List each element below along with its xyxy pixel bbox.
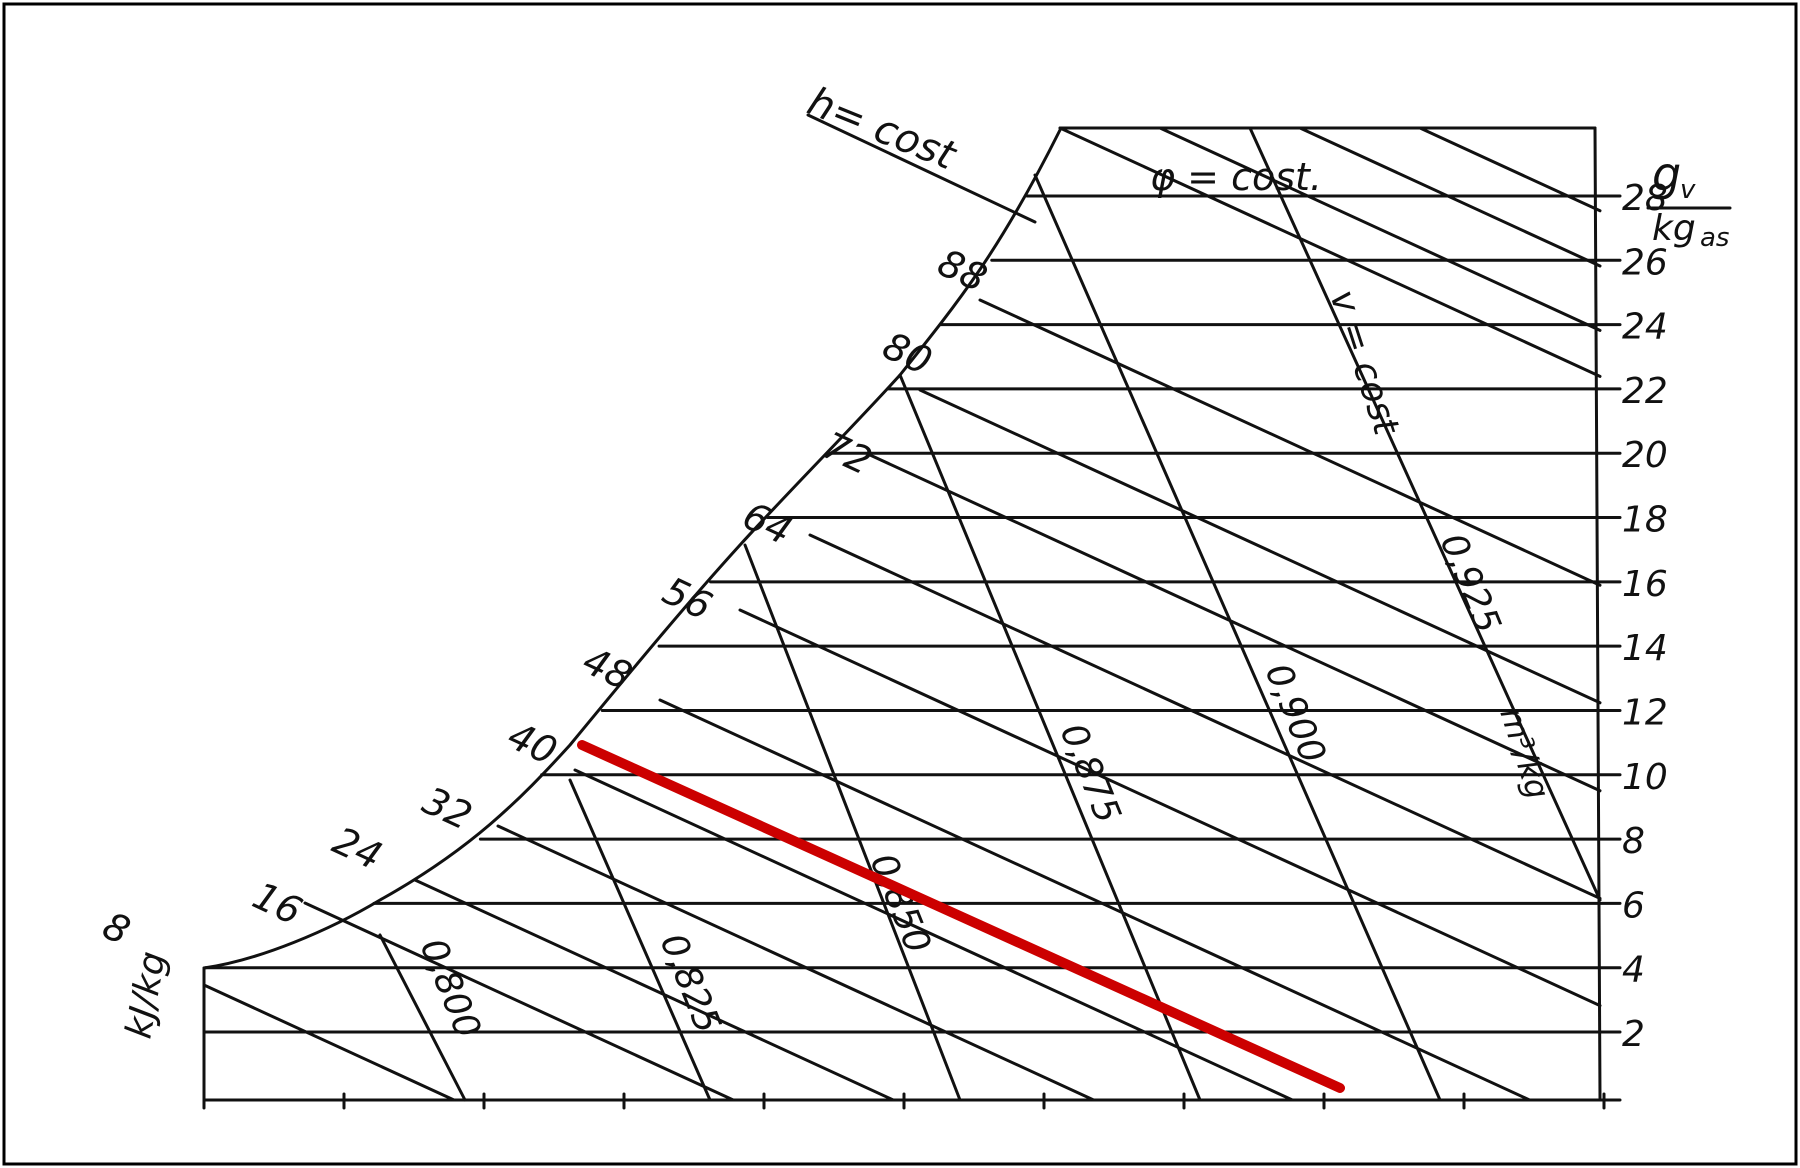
humidity-value-label: 6 [1622, 885, 1645, 926]
enthalpy-line [868, 453, 1602, 793]
enthalpy-line [1058, 126, 1602, 378]
enthalpy-line [573, 768, 1294, 1102]
enthalpy-value-label: 24 [326, 818, 388, 878]
saturation-curve [202, 128, 1062, 970]
enthalpy-guide-line [806, 113, 1037, 224]
volume-value-label: 0,825 [652, 928, 729, 1039]
volume-line [378, 933, 467, 1102]
humidity-value-label: 28 [1622, 178, 1668, 219]
volume-line [1033, 173, 1442, 1102]
humidity-value-label: 10 [1622, 757, 1668, 798]
enthalpy-line [413, 878, 895, 1102]
volume-lines [378, 126, 1602, 1102]
enthalpy-unit: kJ/kg [118, 948, 174, 1041]
enthalpy-line [202, 983, 456, 1102]
volume-value-label: 0,800 [412, 933, 489, 1044]
volume-unit: m³/kg [1492, 703, 1557, 804]
temperature-axis-ticks [202, 1092, 1606, 1110]
humidity-lines [202, 194, 1622, 1034]
enthalpy-value-label: 16 [246, 873, 308, 933]
enthalpy-const-label: h= cost [801, 79, 963, 180]
enthalpy-line [303, 901, 735, 1102]
enthalpy-value-label: 72 [816, 423, 878, 483]
enthalpy-line [918, 388, 1602, 705]
humidity-unit-num-sub: v [1680, 175, 1696, 205]
humidity-value-label: 2 [1622, 1014, 1645, 1055]
enthalpy-line [1298, 126, 1602, 268]
humidity-unit-num: g [1652, 147, 1681, 201]
humidity-value-label: 16 [1622, 564, 1668, 605]
enthalpy-line [1418, 126, 1602, 213]
relhum-const-label: φ = cost. [1150, 155, 1322, 199]
enthalpy-value-label: 88 [931, 240, 993, 300]
enthalpy-lines [202, 126, 1602, 1102]
humidity-unit: g v kg as [1646, 147, 1732, 253]
chart-right-edge [1593, 126, 1602, 1100]
volume-value-label: 0,925 [1432, 528, 1509, 639]
enthalpy-line [738, 608, 1602, 1008]
enthalpy-value-label: 32 [416, 778, 478, 838]
humidity-value-label: 20 [1622, 435, 1668, 476]
volume-value-label: 0,900 [1257, 658, 1334, 769]
volume-const-label: v = cost [1321, 285, 1407, 441]
enthalpy-value-label: 40 [501, 713, 563, 773]
volume-line [1248, 126, 1602, 902]
enthalpy-line [808, 533, 1602, 900]
volume-line [568, 778, 712, 1102]
humidity-value-label: 12 [1622, 692, 1668, 733]
enthalpy-value-label: 8 [96, 903, 137, 953]
enthalpy-line [1158, 126, 1602, 332]
humidity-value-label: 14 [1622, 628, 1668, 669]
humidity-value-label: 4 [1622, 950, 1645, 991]
humidity-value-label: 24 [1622, 307, 1668, 348]
humidity-value-label: 26 [1622, 242, 1668, 283]
humidity-value-label: 8 [1622, 821, 1645, 862]
volume-line [743, 543, 962, 1102]
volume-line [898, 373, 1202, 1102]
enthalpy-value-label: 48 [576, 638, 638, 698]
enthalpy-line [496, 824, 1096, 1102]
enthalpy-line [978, 298, 1602, 587]
humidity-unit-den-sub: as [1700, 223, 1729, 253]
enthalpy-value-label: 80 [876, 323, 938, 383]
humidity-value-label: 18 [1622, 500, 1668, 541]
highlighted-enthalpy-line [577, 740, 1345, 1093]
enthalpy-line [658, 698, 1532, 1102]
humidity-value-label: 22 [1622, 371, 1668, 412]
humidity-unit-den: kg [1652, 208, 1696, 249]
